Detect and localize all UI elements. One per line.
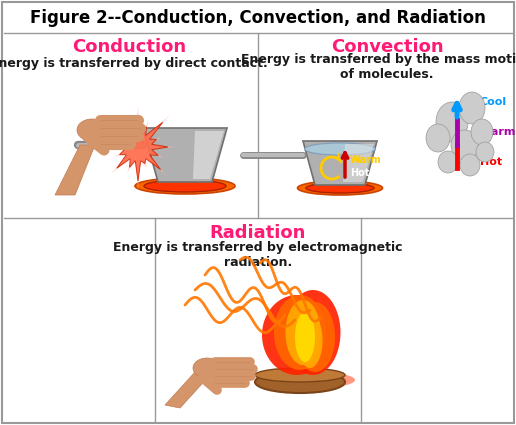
Text: Conduction: Conduction <box>72 38 186 56</box>
Ellipse shape <box>471 119 493 145</box>
Ellipse shape <box>144 180 226 192</box>
Text: Hot: Hot <box>480 157 502 167</box>
Polygon shape <box>55 145 95 195</box>
Ellipse shape <box>306 183 374 193</box>
Ellipse shape <box>438 151 458 173</box>
Text: Warm: Warm <box>350 155 382 165</box>
Ellipse shape <box>451 130 479 160</box>
Text: Warm: Warm <box>480 127 516 137</box>
Text: Figure 2--Conduction, Convection, and Radiation: Figure 2--Conduction, Convection, and Ra… <box>30 9 486 27</box>
Text: Energy is transferred by direct contact.: Energy is transferred by direct contact. <box>0 57 268 70</box>
Polygon shape <box>262 295 332 375</box>
Polygon shape <box>343 144 374 182</box>
Ellipse shape <box>255 368 345 382</box>
Text: Energy is transferred by the mass motion
of molecules.: Energy is transferred by the mass motion… <box>241 53 516 81</box>
Polygon shape <box>285 300 320 365</box>
Polygon shape <box>285 290 341 375</box>
Polygon shape <box>105 115 168 181</box>
Polygon shape <box>303 141 377 185</box>
Ellipse shape <box>426 124 450 152</box>
Polygon shape <box>295 312 315 362</box>
Polygon shape <box>95 105 177 191</box>
Polygon shape <box>143 128 227 182</box>
Polygon shape <box>165 372 210 408</box>
Ellipse shape <box>304 143 376 155</box>
Text: Hot: Hot <box>350 168 369 178</box>
Text: Energy is transferred by electromagnetic
radiation.: Energy is transferred by electromagnetic… <box>113 241 403 269</box>
Polygon shape <box>274 295 326 370</box>
Ellipse shape <box>460 154 480 176</box>
Text: Convection: Convection <box>331 38 443 56</box>
Polygon shape <box>295 302 335 372</box>
Polygon shape <box>193 131 224 179</box>
Ellipse shape <box>255 371 345 393</box>
Ellipse shape <box>77 119 107 141</box>
Ellipse shape <box>135 178 235 194</box>
Ellipse shape <box>459 92 485 124</box>
Ellipse shape <box>255 371 355 389</box>
Ellipse shape <box>476 142 494 162</box>
Ellipse shape <box>436 102 468 142</box>
Text: Cool: Cool <box>480 97 507 107</box>
Ellipse shape <box>298 181 382 195</box>
Text: Radiation: Radiation <box>210 224 306 242</box>
Ellipse shape <box>193 358 221 378</box>
Polygon shape <box>298 313 322 368</box>
